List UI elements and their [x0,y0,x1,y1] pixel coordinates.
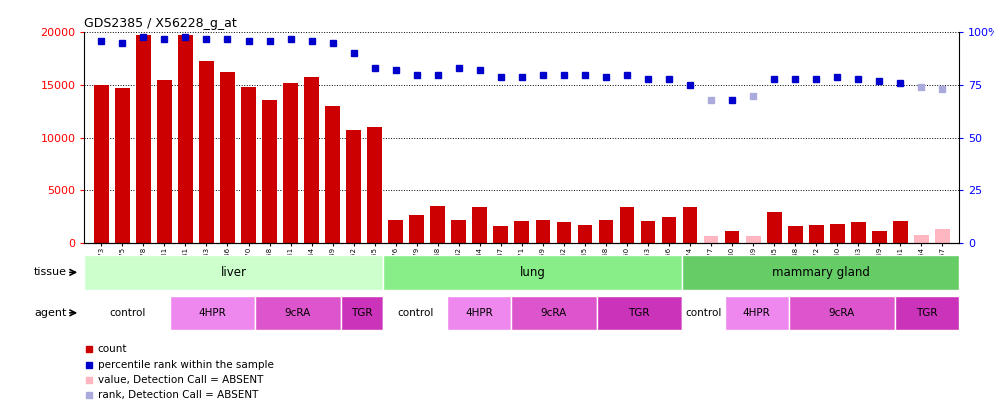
Bar [704,236,719,243]
Text: TGR: TGR [351,308,373,318]
Bar [641,221,655,243]
Bar [430,206,445,243]
Bar [304,77,319,243]
Bar [447,296,511,330]
Bar [389,220,403,243]
Text: agent: agent [35,308,67,318]
Bar [94,85,108,243]
Bar [84,255,383,290]
Bar [896,296,959,330]
Text: 4HPR: 4HPR [199,308,227,318]
Bar [410,215,424,243]
Bar [682,255,959,290]
Bar [84,296,170,330]
Bar [511,296,596,330]
Bar [788,226,802,243]
Bar [283,83,298,243]
Bar [242,87,255,243]
Bar [255,296,341,330]
Text: TGR: TGR [916,308,938,318]
Bar [262,100,277,243]
Text: rank, Detection Call = ABSENT: rank, Detection Call = ABSENT [97,390,258,400]
Bar [199,61,214,243]
Bar [383,255,682,290]
Text: 4HPR: 4HPR [743,308,770,318]
Bar [536,220,551,243]
Bar [683,207,698,243]
Text: 4HPR: 4HPR [465,308,493,318]
Bar [682,296,725,330]
Bar [830,224,845,243]
Text: GDS2385 / X56228_g_at: GDS2385 / X56228_g_at [84,17,238,30]
Bar [619,207,634,243]
Bar [914,234,928,243]
Bar [451,220,466,243]
Bar [746,236,760,243]
Bar [662,217,676,243]
Bar [935,229,949,243]
Bar [368,127,382,243]
Bar [557,222,572,243]
Bar [725,231,740,243]
Bar [383,296,447,330]
Text: control: control [109,308,145,318]
Bar [220,72,235,243]
Bar [346,130,361,243]
Bar [598,220,613,243]
Bar [472,207,487,243]
Text: control: control [397,308,433,318]
Text: control: control [685,308,722,318]
Text: mammary gland: mammary gland [771,266,870,279]
Bar [170,296,255,330]
Text: 9cRA: 9cRA [284,308,311,318]
Text: count: count [97,344,127,354]
Bar [115,88,129,243]
Text: 9cRA: 9cRA [541,308,567,318]
Bar [341,296,383,330]
Bar [788,296,896,330]
Text: TGR: TGR [628,308,650,318]
Bar [178,34,193,243]
Text: value, Detection Call = ABSENT: value, Detection Call = ABSENT [97,375,263,385]
Text: lung: lung [520,266,546,279]
Bar [578,225,592,243]
Bar [766,213,781,243]
Bar [515,221,529,243]
Bar [493,226,508,243]
Bar [893,221,908,243]
Bar [809,225,824,243]
Text: 9cRA: 9cRA [829,308,855,318]
Bar [725,296,788,330]
Bar [872,231,887,243]
Bar [596,296,682,330]
Bar [136,34,151,243]
Bar [851,222,866,243]
Bar [157,80,172,243]
Text: tissue: tissue [34,267,67,277]
Text: percentile rank within the sample: percentile rank within the sample [97,360,273,369]
Text: liver: liver [221,266,247,279]
Bar [325,106,340,243]
